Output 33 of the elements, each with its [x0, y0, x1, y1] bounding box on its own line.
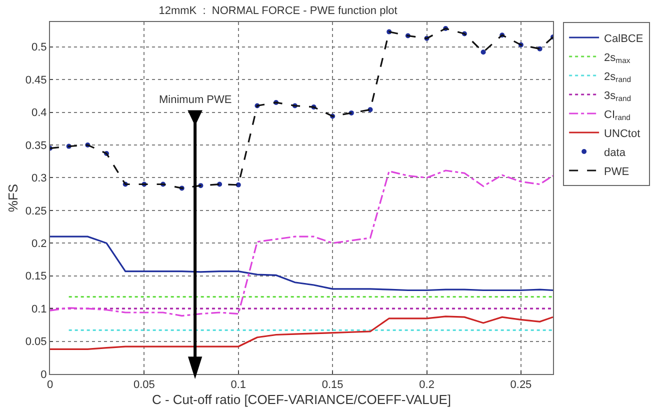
x-axis-title: C - Cut-off ratio [COEF-VARIANCE/COEFF-VALUE]	[152, 392, 452, 407]
y-tick-label: 0.4	[32, 107, 47, 120]
legend-label: data	[604, 146, 626, 159]
legend-label: 2s$_{rand}$	[604, 70, 632, 84]
y-axis-title: %FS	[5, 184, 20, 212]
legend-label: UNCtot	[604, 128, 640, 140]
y-tick-label: 0.25	[25, 205, 47, 218]
point	[480, 50, 486, 55]
line-series	[50, 236, 553, 292]
y-tick-label: 0.1	[32, 303, 47, 316]
ref-line-label: Minimum PWE	[159, 94, 232, 106]
legend-label: PWE	[604, 166, 630, 178]
chart-title: 12mmK : NORMAL FORCE - PWE function plot	[158, 4, 398, 17]
y-tick-label: 0	[40, 368, 47, 381]
line-series	[50, 316, 553, 350]
y-tick-label: 0.05	[25, 336, 47, 348]
legend-label: 3s$_{rand}$	[604, 90, 632, 104]
x-tick-label: 0.15	[322, 379, 344, 392]
x-tick-label: 0.2	[419, 379, 434, 392]
y-tick-label: 0.3	[32, 172, 47, 185]
y-tick-label: 0.45	[25, 74, 47, 86]
y-tick-label: 0.15	[25, 270, 47, 283]
legend-label: 2s$_{max}$	[604, 52, 630, 66]
y-tick-label: 0.2	[32, 238, 47, 250]
y-tick-label: 0.5	[32, 42, 47, 54]
x-tick-label: 0.1	[230, 379, 246, 392]
x-tick-label: 0.05	[133, 379, 155, 392]
point	[236, 182, 241, 188]
y-tick-label: 0.35	[25, 140, 47, 152]
legend-label: CI$_{rand}$	[604, 108, 630, 122]
legend-label: CalBCE	[604, 32, 644, 45]
x-tick-label: 0.25	[510, 379, 532, 392]
line-series	[50, 170, 553, 317]
